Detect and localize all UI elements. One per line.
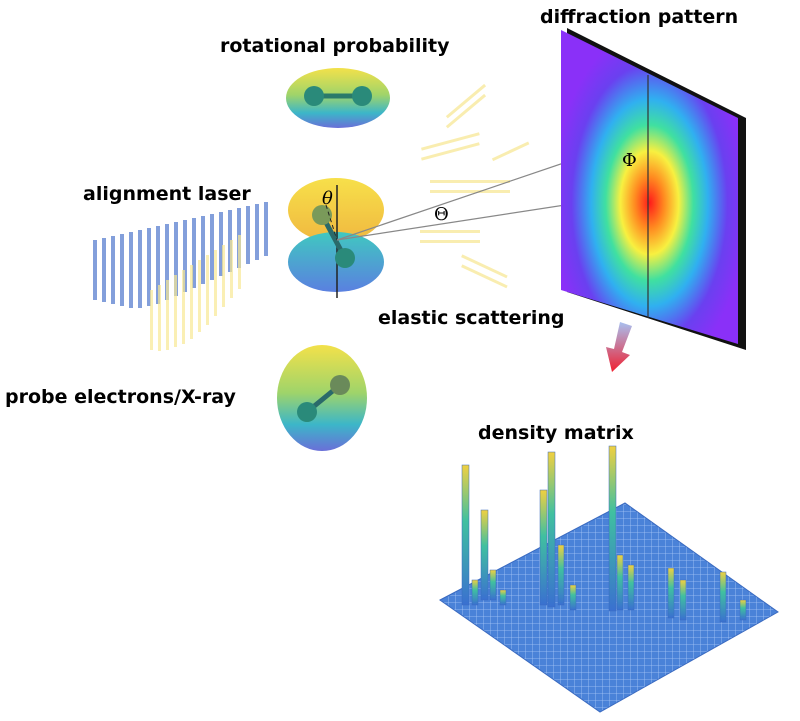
diffraction-panel — [561, 28, 746, 350]
theta-label: θ — [322, 188, 333, 209]
arrow — [606, 322, 632, 372]
label: alignment laser — [83, 183, 251, 205]
label: density matrix — [478, 422, 634, 444]
label: probe electrons/X-ray — [5, 386, 237, 408]
rotational-blob — [286, 68, 390, 128]
phi-label: Φ — [622, 150, 637, 171]
scattered-waves — [420, 83, 530, 289]
label: rotational probability — [220, 35, 450, 57]
big-theta-label: Θ — [434, 204, 449, 225]
aligned-molecule — [288, 178, 384, 298]
probe-blob — [277, 345, 367, 451]
laser-stripes — [93, 202, 268, 351]
label: elastic scattering — [378, 307, 564, 329]
density-matrix — [439, 445, 779, 713]
label: diffraction pattern — [540, 6, 738, 28]
